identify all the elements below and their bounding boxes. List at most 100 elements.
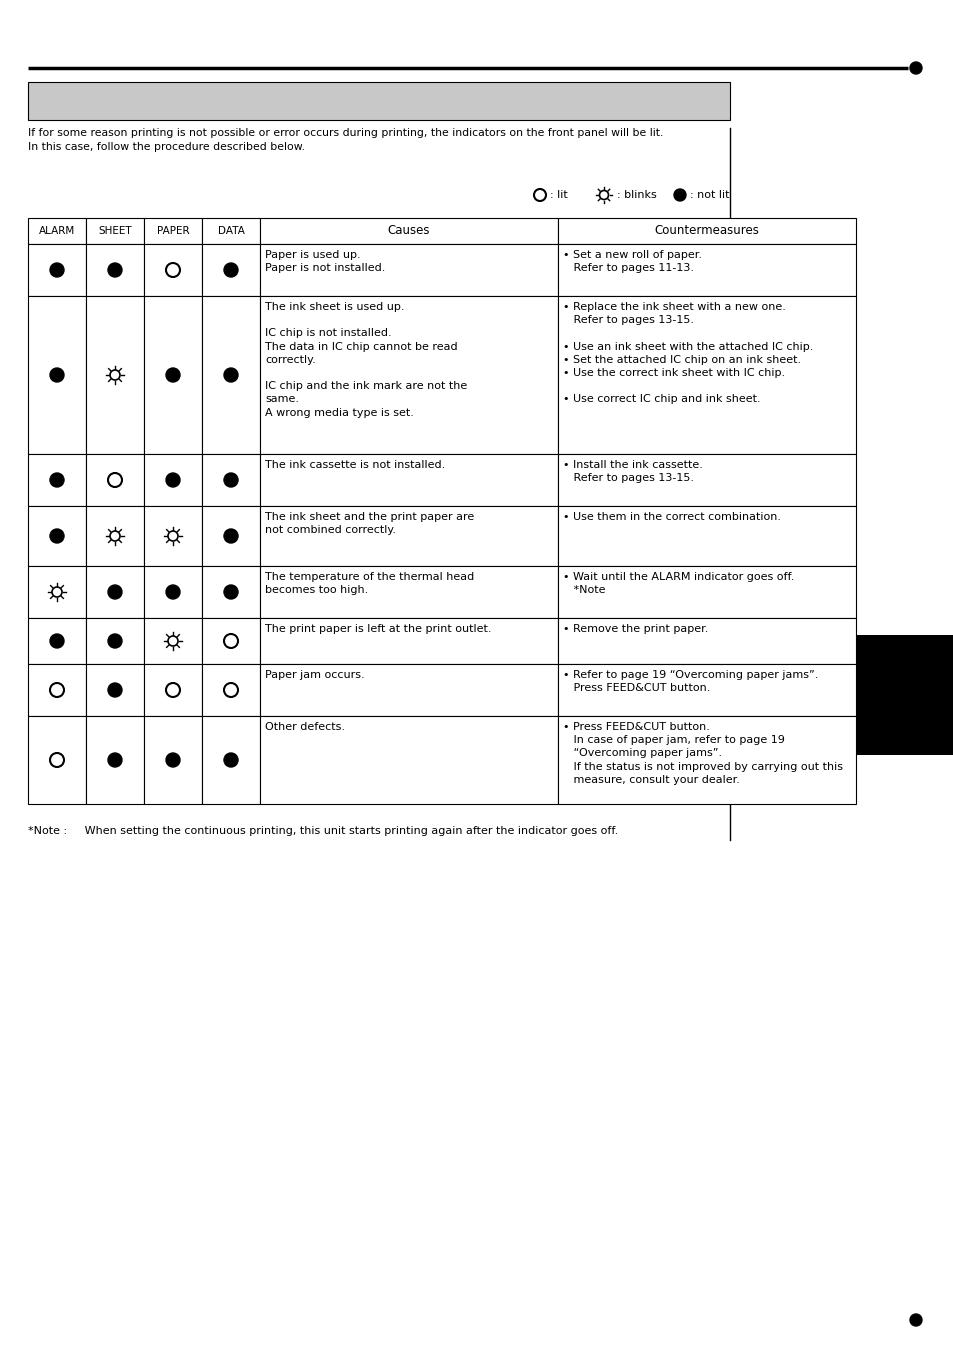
Bar — [144, 716, 202, 804]
Bar — [260, 296, 558, 454]
Circle shape — [224, 530, 237, 543]
Circle shape — [166, 367, 180, 382]
Circle shape — [108, 684, 122, 697]
Circle shape — [108, 585, 122, 598]
Text: Paper jam occurs.: Paper jam occurs. — [265, 670, 364, 680]
Bar — [86, 716, 144, 804]
Circle shape — [108, 634, 122, 648]
Circle shape — [50, 530, 64, 543]
Bar — [260, 507, 558, 566]
Bar — [202, 454, 260, 507]
Circle shape — [909, 1315, 921, 1325]
Circle shape — [224, 367, 237, 382]
Bar — [86, 454, 144, 507]
Circle shape — [224, 585, 237, 598]
Bar — [86, 507, 144, 566]
Bar — [202, 716, 260, 804]
Circle shape — [909, 62, 921, 74]
Circle shape — [224, 473, 237, 486]
Text: Countermeasures: Countermeasures — [654, 224, 759, 238]
Text: : not lit: : not lit — [689, 190, 729, 200]
Circle shape — [224, 263, 237, 277]
Text: Other defects.: Other defects. — [265, 721, 345, 732]
Circle shape — [50, 473, 64, 486]
Circle shape — [50, 263, 64, 277]
Bar — [558, 566, 855, 617]
Bar — [558, 245, 855, 296]
Bar — [144, 507, 202, 566]
Bar — [202, 245, 260, 296]
Text: • Use them in the correct combination.: • Use them in the correct combination. — [562, 512, 781, 521]
Text: PAPER: PAPER — [156, 226, 189, 236]
Bar — [28, 507, 86, 566]
Text: Paper is used up.
Paper is not installed.: Paper is used up. Paper is not installed… — [265, 250, 385, 273]
Bar — [28, 218, 86, 245]
Bar — [144, 245, 202, 296]
Bar — [202, 566, 260, 617]
Bar — [144, 663, 202, 716]
Text: • Remove the print paper.: • Remove the print paper. — [562, 624, 708, 634]
Bar — [202, 218, 260, 245]
Bar — [260, 617, 558, 663]
Bar — [260, 566, 558, 617]
Bar — [202, 507, 260, 566]
Bar — [558, 454, 855, 507]
Circle shape — [673, 189, 685, 201]
Text: • Set a new roll of paper.
   Refer to pages 11-13.: • Set a new roll of paper. Refer to page… — [562, 250, 701, 273]
Bar — [202, 617, 260, 663]
Bar — [28, 663, 86, 716]
Circle shape — [108, 263, 122, 277]
Text: : lit: : lit — [550, 190, 567, 200]
Text: ALARM: ALARM — [39, 226, 75, 236]
Bar — [28, 82, 729, 120]
Bar — [558, 296, 855, 454]
Circle shape — [50, 367, 64, 382]
Bar — [558, 218, 855, 245]
Circle shape — [108, 753, 122, 767]
Text: If for some reason printing is not possible or error occurs during printing, the: If for some reason printing is not possi… — [28, 128, 662, 153]
Text: • Install the ink cassette.
   Refer to pages 13-15.: • Install the ink cassette. Refer to pag… — [562, 459, 702, 484]
Bar — [28, 296, 86, 454]
Bar — [144, 296, 202, 454]
Bar — [86, 245, 144, 296]
Bar — [260, 663, 558, 716]
Text: Causes: Causes — [387, 224, 430, 238]
Bar — [144, 566, 202, 617]
Bar — [86, 566, 144, 617]
Text: The temperature of the thermal head
becomes too high.: The temperature of the thermal head beco… — [265, 571, 474, 596]
Circle shape — [50, 634, 64, 648]
Bar — [86, 663, 144, 716]
Bar — [558, 663, 855, 716]
Text: DATA: DATA — [217, 226, 244, 236]
Text: • Press FEED&CUT button.
   In case of paper jam, refer to page 19
   “Overcomin: • Press FEED&CUT button. In case of pape… — [562, 721, 842, 785]
Bar — [86, 617, 144, 663]
Bar — [260, 245, 558, 296]
Bar — [558, 617, 855, 663]
Text: • Wait until the ALARM indicator goes off.
   *Note: • Wait until the ALARM indicator goes of… — [562, 571, 794, 596]
Bar — [260, 454, 558, 507]
Text: The print paper is left at the print outlet.: The print paper is left at the print out… — [265, 624, 491, 634]
Bar — [558, 507, 855, 566]
Bar — [28, 454, 86, 507]
Circle shape — [166, 473, 180, 486]
Text: SHEET: SHEET — [98, 226, 132, 236]
Bar — [144, 454, 202, 507]
Bar — [202, 296, 260, 454]
Bar — [734, 635, 953, 755]
Bar — [144, 617, 202, 663]
Circle shape — [224, 753, 237, 767]
Bar — [28, 245, 86, 296]
Bar — [86, 218, 144, 245]
Text: The ink sheet is used up.

IC chip is not installed.
The data in IC chip cannot : The ink sheet is used up. IC chip is not… — [265, 303, 467, 417]
Bar — [260, 218, 558, 245]
Text: : blinks: : blinks — [617, 190, 656, 200]
Circle shape — [166, 585, 180, 598]
Bar — [86, 296, 144, 454]
Bar — [260, 716, 558, 804]
Circle shape — [166, 753, 180, 767]
Bar — [28, 566, 86, 617]
Text: The ink cassette is not installed.: The ink cassette is not installed. — [265, 459, 445, 470]
Bar — [28, 716, 86, 804]
Text: • Refer to page 19 “Overcoming paper jams”.
   Press FEED&CUT button.: • Refer to page 19 “Overcoming paper jam… — [562, 670, 818, 693]
Text: *Note :     When setting the continuous printing, this unit starts printing agai: *Note : When setting the continuous prin… — [28, 825, 618, 836]
